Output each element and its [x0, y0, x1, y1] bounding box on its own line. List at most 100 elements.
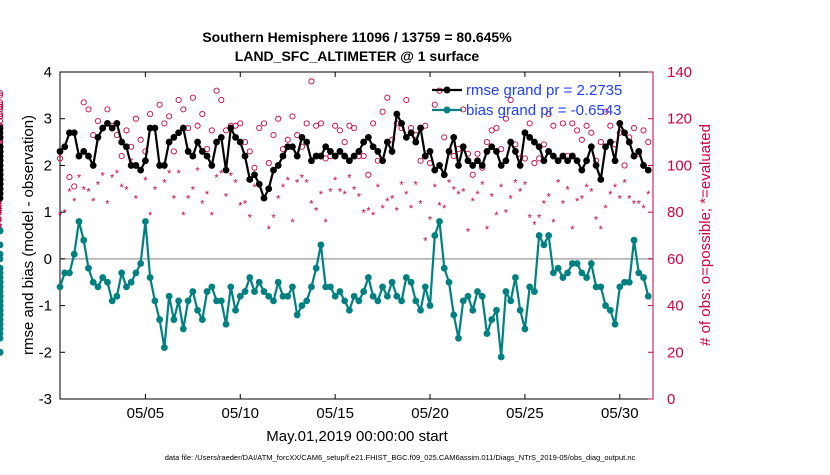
rmse-point	[327, 148, 334, 155]
bias-point	[56, 283, 64, 291]
bias-point	[222, 320, 230, 328]
rmse-point	[455, 162, 462, 169]
bias-point	[407, 278, 415, 286]
rmse-point	[625, 138, 633, 146]
legend-bias-label: bias grand pr = -0.6543	[466, 102, 622, 119]
bias-point	[445, 278, 453, 286]
bias-point	[644, 292, 652, 300]
rmse-point	[118, 138, 126, 146]
possible-obs-point	[308, 78, 315, 85]
possible-obs-point	[213, 87, 220, 94]
evaluated-obs-point: *	[589, 187, 594, 199]
y2-tick-label: 140	[667, 64, 692, 81]
bias-point	[184, 297, 192, 305]
series-lines-group	[0, 110, 652, 361]
bias-point	[554, 264, 562, 272]
bias-point	[497, 353, 505, 361]
possible-obs-point	[0, 118, 4, 125]
possible-obs-point	[0, 103, 4, 111]
bias-point	[474, 288, 481, 295]
possible-obs-point	[469, 171, 476, 178]
y-tick-label: 0	[44, 251, 52, 268]
evaluated-obs-point: *	[528, 212, 533, 224]
y-tick-label: -3	[39, 391, 52, 408]
bias-point	[625, 278, 633, 286]
possible-obs-point	[194, 122, 201, 129]
evaluated-obs-point: *	[333, 175, 338, 187]
x-tick-label: 05/30	[601, 405, 639, 422]
possible-obs-point	[313, 122, 320, 129]
possible-obs-point	[303, 120, 310, 127]
bias-point	[549, 269, 557, 277]
evaluated-obs-point: *	[385, 196, 390, 208]
rmse-point	[213, 138, 220, 146]
rmse-point	[61, 143, 69, 151]
rmse-point	[421, 152, 429, 160]
bias-point	[141, 218, 149, 225]
possible-obs-point	[507, 96, 514, 104]
evaluated-obs-point: *	[191, 184, 196, 196]
bias-point	[464, 292, 472, 300]
bias-point	[104, 278, 111, 286]
rmse-point	[179, 124, 187, 132]
bias-point	[393, 292, 401, 300]
possible-obs-point	[332, 122, 339, 129]
bias-point	[322, 283, 330, 291]
possible-obs-point	[526, 120, 533, 127]
evaluated-obs-point: *	[67, 187, 72, 199]
rmse-point	[246, 176, 254, 183]
bias-point	[531, 288, 538, 295]
evaluated-obs-point: *	[0, 208, 3, 220]
evaluated-obs-point: *	[537, 212, 542, 224]
evaluated-obs-point: *	[428, 215, 433, 227]
possible-obs-point	[431, 101, 438, 108]
bias-point	[640, 274, 647, 281]
rmse-point	[217, 134, 225, 141]
evaluated-obs-point: *	[186, 194, 191, 206]
bias-point	[512, 274, 519, 281]
bias-point	[198, 316, 206, 323]
evaluated-obs-point: *	[575, 196, 580, 208]
bias-point	[412, 297, 420, 305]
possible-obs-point	[161, 120, 168, 127]
rmse-point	[113, 119, 121, 127]
evaluated-obs-point: *	[205, 189, 210, 201]
rmse-point	[644, 166, 652, 174]
evaluated-obs-point: *	[96, 180, 101, 192]
possible-obs-point	[0, 101, 4, 108]
evaluated-obs-point: *	[238, 201, 243, 213]
bias-point	[583, 274, 590, 281]
y2-tick-label: 100	[667, 157, 692, 174]
rmse-point	[407, 129, 415, 137]
evaluated-obs-point: *	[414, 180, 419, 192]
possible-obs-point	[275, 115, 282, 122]
possible-obs-point	[0, 169, 4, 176]
possible-obs-point	[578, 136, 585, 143]
rmse-point	[412, 138, 420, 146]
evaluated-obs-point: *	[0, 208, 3, 220]
bias-point	[303, 297, 311, 305]
bias-point	[151, 297, 159, 305]
legend-rmse-marker	[443, 86, 451, 94]
bias-point	[459, 297, 467, 305]
rmse-point	[241, 152, 249, 160]
bias-point	[170, 316, 178, 323]
bias-point	[611, 320, 619, 328]
bias-point	[156, 316, 164, 323]
y-axis-label: rmse and bias (model - observation)	[20, 115, 37, 355]
evaluated-obs-point: *	[546, 191, 551, 203]
bias-point	[160, 344, 168, 352]
rmse-point	[308, 157, 315, 165]
evaluated-obs-point: *	[466, 226, 471, 238]
bias-point	[507, 297, 515, 305]
possible-obs-point	[251, 164, 258, 171]
bias-point	[274, 278, 282, 286]
rmse-point	[331, 152, 339, 160]
evaluated-obs-point: *	[608, 189, 613, 201]
rmse-point	[146, 124, 154, 132]
possible-obs-point	[118, 153, 125, 160]
rmse-point	[630, 152, 638, 160]
possible-obs-point	[260, 120, 268, 127]
bias-point	[0, 316, 4, 323]
